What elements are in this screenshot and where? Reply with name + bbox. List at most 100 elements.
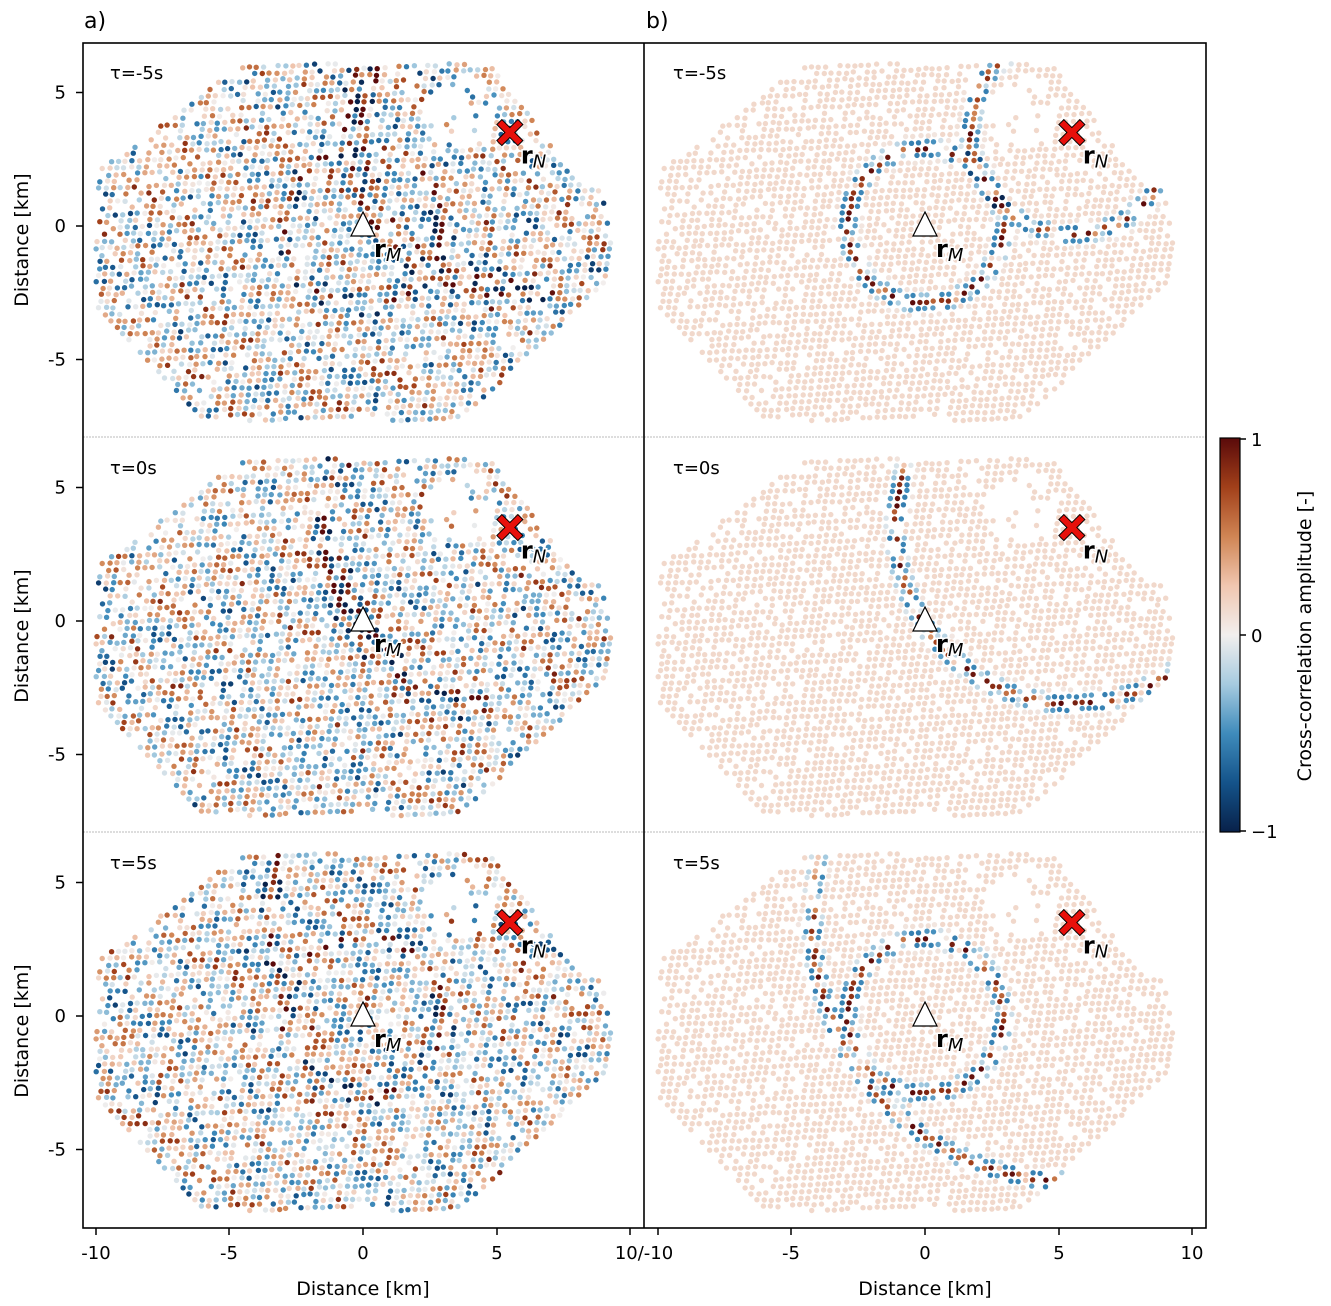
- station-point: [400, 472, 407, 478]
- station-point: [287, 472, 293, 478]
- station-point: [481, 782, 487, 788]
- station-point: [370, 766, 377, 773]
- station-point: [547, 691, 553, 697]
- station-point: [569, 175, 575, 181]
- station-point: [138, 585, 144, 591]
- station-point: [532, 666, 538, 672]
- station-point: [253, 539, 259, 546]
- station-point: [370, 646, 376, 652]
- station-point: [265, 397, 271, 404]
- station-point: [325, 187, 331, 194]
- station-point: [328, 87, 334, 94]
- station-point: [532, 658, 538, 665]
- station-point: [322, 80, 328, 86]
- station-point: [469, 293, 475, 299]
- station-point: [522, 672, 528, 678]
- station-point: [415, 236, 421, 242]
- station-point: [589, 220, 596, 227]
- station-point: [186, 635, 192, 642]
- station-point: [399, 758, 405, 764]
- station-point: [154, 651, 161, 657]
- station-point: [120, 607, 126, 613]
- station-point: [232, 580, 238, 587]
- station-point: [501, 111, 508, 118]
- station-point: [294, 511, 300, 517]
- station-point: [381, 271, 387, 278]
- station-point: [285, 564, 291, 571]
- station-point: [481, 749, 487, 755]
- station-point: [362, 171, 368, 178]
- station-point: [458, 550, 465, 556]
- station-point: [347, 494, 354, 500]
- station-point: [187, 589, 194, 595]
- station-point: [140, 658, 146, 664]
- station-point: [515, 680, 521, 686]
- station-point: [349, 165, 356, 172]
- station-point: [430, 783, 437, 790]
- station-point: [130, 238, 137, 244]
- station-point: [339, 140, 345, 146]
- station-point: [522, 325, 528, 331]
- station-point: [593, 635, 600, 642]
- station-point: [285, 283, 292, 290]
- station-point: [492, 172, 498, 178]
- station-point: [446, 456, 452, 462]
- station-point: [239, 692, 246, 699]
- station-point: [307, 683, 313, 689]
- station-point: [357, 206, 363, 212]
- station-point: [452, 623, 459, 629]
- station-point: [302, 69, 308, 75]
- station-point: [373, 588, 379, 594]
- station-point: [272, 472, 279, 478]
- station-point: [564, 201, 571, 208]
- station-point: [275, 499, 281, 505]
- station-point: [235, 205, 242, 211]
- station-point: [381, 746, 387, 752]
- station-point: [201, 274, 207, 280]
- station-point: [129, 204, 135, 210]
- station-point: [582, 662, 588, 668]
- station-point: [530, 278, 536, 284]
- station-point: [498, 607, 504, 613]
- station-point: [257, 638, 263, 645]
- station-point: [106, 567, 112, 574]
- station-point: [392, 251, 398, 257]
- station-point: [382, 304, 389, 310]
- station-point: [287, 77, 293, 83]
- station-point: [544, 552, 550, 558]
- station-point: [340, 528, 347, 535]
- station-point: [333, 655, 340, 661]
- station-point: [125, 304, 131, 310]
- station-point: [547, 216, 553, 222]
- station-point: [163, 570, 169, 577]
- station-point: [508, 513, 515, 520]
- station-point: [179, 122, 185, 128]
- station-point: [198, 655, 204, 661]
- station-point: [217, 185, 223, 192]
- station-point: [182, 776, 189, 782]
- station-point: [469, 181, 475, 187]
- station-point: [443, 516, 450, 523]
- station-point: [465, 321, 472, 327]
- station-point: [354, 98, 361, 105]
- station-point: [444, 354, 450, 360]
- station-point: [173, 155, 179, 161]
- station-point: [198, 133, 204, 139]
- station-point: [411, 216, 417, 223]
- station-point: [410, 738, 416, 745]
- station-point: [110, 226, 117, 232]
- station-point: [543, 671, 550, 677]
- station-point: [182, 616, 188, 623]
- station-point: [216, 152, 222, 159]
- station-point: [251, 358, 258, 364]
- station-point: [250, 633, 257, 639]
- station-point: [515, 713, 521, 720]
- station-point: [342, 92, 348, 99]
- station-point: [508, 118, 515, 125]
- station-point: [348, 695, 354, 701]
- station-point: [188, 147, 195, 153]
- station-point: [520, 291, 526, 297]
- station-point: [301, 791, 307, 797]
- station-point: [543, 204, 549, 210]
- station-point: [242, 372, 248, 378]
